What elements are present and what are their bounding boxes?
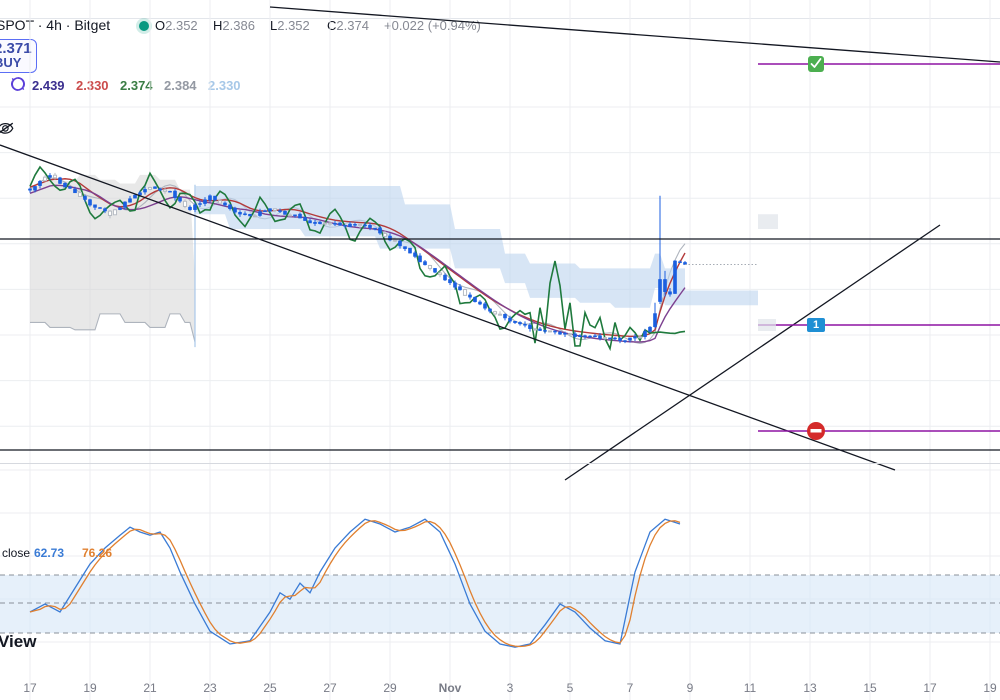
svg-text:17: 17 bbox=[23, 681, 37, 695]
svg-text:23: 23 bbox=[203, 681, 217, 695]
svg-text:19: 19 bbox=[83, 681, 97, 695]
svg-text:25: 25 bbox=[263, 681, 277, 695]
svg-text:5: 5 bbox=[567, 681, 574, 695]
svg-text:Nov: Nov bbox=[439, 681, 462, 695]
svg-text:21: 21 bbox=[143, 681, 157, 695]
svg-text:3: 3 bbox=[507, 681, 514, 695]
svg-text:29: 29 bbox=[383, 681, 397, 695]
svg-text:11: 11 bbox=[744, 681, 757, 695]
svg-text:19: 19 bbox=[983, 681, 997, 695]
svg-text:close: close bbox=[2, 546, 30, 560]
svg-text:17: 17 bbox=[923, 681, 937, 695]
svg-text:1: 1 bbox=[813, 319, 819, 331]
svg-text:View: View bbox=[0, 632, 37, 651]
svg-text:7: 7 bbox=[627, 681, 634, 695]
svg-text:62.73: 62.73 bbox=[34, 546, 64, 560]
svg-text:9: 9 bbox=[687, 681, 694, 695]
svg-text:27: 27 bbox=[323, 681, 337, 695]
svg-text:76.26: 76.26 bbox=[82, 546, 112, 560]
svg-text:15: 15 bbox=[863, 681, 877, 695]
svg-text:13: 13 bbox=[803, 681, 817, 695]
